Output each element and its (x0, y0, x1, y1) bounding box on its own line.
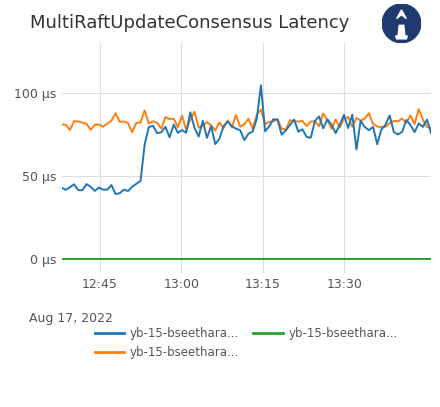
Text: MultiRaftUpdateConsensus Latency: MultiRaftUpdateConsensus Latency (29, 14, 349, 32)
Polygon shape (398, 25, 405, 37)
Legend: yb-15-bseetharа..., yb-15-bseetharа..., yb-15-bseetharа...: yb-15-bseetharа..., yb-15-bseetharа..., … (90, 322, 403, 363)
Text: Aug 17, 2022: Aug 17, 2022 (29, 312, 113, 324)
Polygon shape (397, 10, 406, 19)
Polygon shape (396, 36, 407, 39)
Circle shape (382, 4, 421, 43)
